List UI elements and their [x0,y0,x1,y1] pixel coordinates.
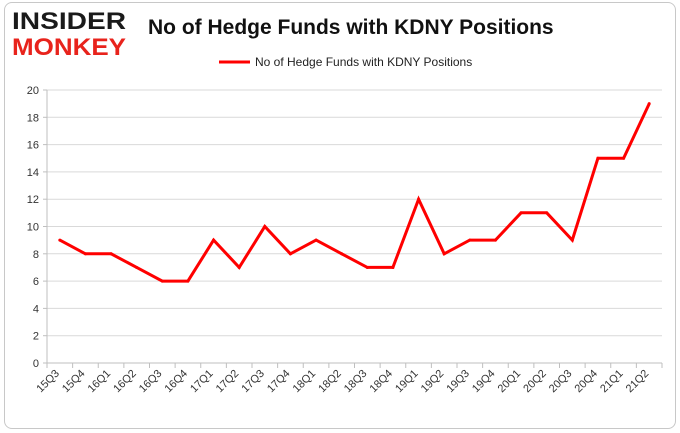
x-tick-label: 18Q3 [342,368,370,396]
logo-line-1: INSIDER [12,8,126,35]
y-tick-label: 6 [33,276,39,288]
chart-title: No of Hedge Funds with KDNY Positions [148,16,554,39]
data-point [417,197,421,201]
y-tick-label: 10 [27,222,39,234]
data-point [135,265,139,269]
data-point [365,265,369,269]
x-tick-label: 21Q2 [624,368,652,396]
data-point [212,238,216,242]
data-point [622,156,626,160]
data-point [596,156,600,160]
data-point [186,279,190,283]
insider-monkey-logo: INSIDER MONKEY [12,8,126,59]
y-tick-label: 4 [33,303,39,315]
y-tick-label: 16 [27,140,39,152]
data-point [519,211,523,215]
data-point [545,211,549,215]
y-tick-label: 2 [33,331,39,343]
data-point [647,102,651,106]
x-tick-label: 17Q2 [214,368,242,396]
data-point [468,238,472,242]
chart-frame [4,2,676,429]
data-point [109,252,113,256]
data-point [83,252,87,256]
y-tick-label: 12 [27,194,39,206]
x-tick-label: 19Q4 [470,368,498,396]
data-point [58,238,62,242]
y-axis-ticks: 0 2 4 6 8 10 12 14 16 18 20 [27,85,47,370]
data-point [314,238,318,242]
x-tick-label: 16Q2 [111,368,139,396]
series-layer [58,102,651,283]
data-point [442,252,446,256]
x-tick-label: 17Q4 [265,368,293,396]
x-tick-label: 20Q1 [496,368,524,396]
gridlines [47,89,662,337]
x-tick-label: 16Q1 [86,368,114,396]
x-tick-label: 18Q4 [368,368,396,396]
x-tick-label: 18Q2 [316,368,344,396]
y-tick-label: 20 [27,85,39,97]
y-tick-label: 18 [27,112,39,124]
y-tick-label: 14 [27,167,39,179]
series-line [59,103,651,283]
x-tick-label: 15Q3 [34,368,62,396]
x-tick-label: 17Q3 [239,368,267,396]
x-tick-label: 20Q2 [521,368,549,396]
y-tick-label: 8 [33,249,39,261]
x-tick-label: 20Q3 [547,368,575,396]
legend: No of Hedge Funds with KDNY Positions [219,55,472,69]
data-point [570,238,574,242]
x-tick-label: 19Q3 [444,368,472,396]
x-tick-label: 15Q4 [60,368,88,396]
legend-label: No of Hedge Funds with KDNY Positions [255,55,472,69]
data-point [340,252,344,256]
x-tick-label: 16Q4 [163,368,191,396]
x-tick-label: 19Q2 [419,368,447,396]
x-tick-label: 18Q1 [291,368,319,396]
x-axis-ticks: 15Q315Q416Q116Q216Q316Q417Q117Q217Q317Q4… [34,363,663,396]
data-point [160,279,164,283]
x-tick-label: 16Q3 [137,368,165,396]
data-point [263,225,267,228]
logo-line-2: MONKEY [12,34,126,59]
y-tick-label: 0 [33,358,39,370]
x-tick-label: 20Q4 [573,368,601,396]
x-tick-label: 19Q1 [393,368,421,396]
data-point [288,252,292,256]
data-point [493,238,497,242]
x-tick-label: 17Q1 [188,368,216,396]
data-point [391,265,395,269]
data-point [237,265,241,269]
x-tick-label: 21Q1 [598,368,626,396]
